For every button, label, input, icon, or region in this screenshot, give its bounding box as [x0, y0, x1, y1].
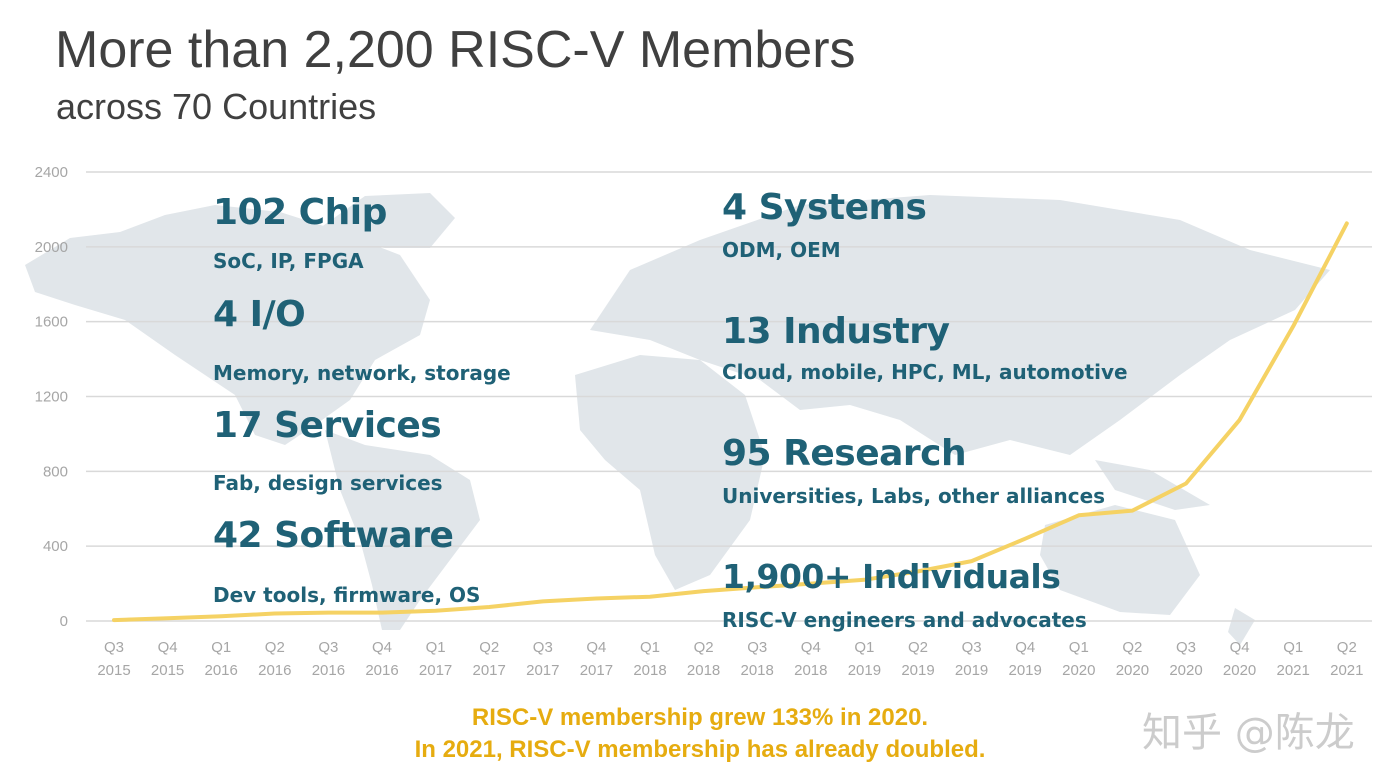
io-count: 4 I/O [213, 294, 306, 335]
x-tick-label: Q4 2019 [1009, 639, 1042, 679]
software-count: 42 Software [213, 515, 454, 556]
x-tick-label: Q2 2020 [1116, 639, 1149, 679]
services-description: Fab, design services [213, 471, 443, 495]
x-tick-label: Q1 2019 [848, 639, 881, 679]
x-tick-label: Q4 2015 [151, 639, 184, 679]
x-tick-label: Q1 2016 [205, 639, 238, 679]
y-tick-label: 0 [60, 613, 68, 630]
x-tick-label: Q4 2017 [580, 639, 613, 679]
research-count: 95 Research [722, 433, 967, 474]
industry-count: 13 Industry [722, 311, 950, 352]
x-tick-label: Q2 2017 [473, 639, 506, 679]
x-tick-label: Q3 2020 [1169, 639, 1202, 679]
x-tick-label: Q2 2019 [901, 639, 934, 679]
x-tick-label: Q1 2021 [1277, 639, 1310, 679]
individuals-description: RISC-V engineers and advocates [722, 608, 1087, 632]
membership-line [112, 221, 1349, 623]
x-axis-ticks: Q3 2015 Q4 2015 Q1 2016 Q2 2016 Q3 2016 Q4 2016 Q1 20… [97, 639, 1363, 679]
x-tick-label: Q4 2016 [365, 639, 398, 679]
y-tick-label: 800 [43, 463, 68, 480]
slide-title: More than 2,200 RISC-V Members [55, 21, 856, 79]
io-description: Memory, network, storage [213, 361, 511, 385]
slide-subtitle: across 70 Countries [56, 86, 377, 127]
x-tick-label: Q3 2018 [741, 639, 774, 679]
x-tick-label: Q3 2016 [312, 639, 345, 679]
y-tick-label: 400 [43, 538, 68, 555]
footer-growth-2020: RISC-V membership grew 133% in 2020. [471, 704, 929, 731]
x-tick-label: Q4 2018 [794, 639, 827, 679]
x-tick-label: Q2 2018 [687, 639, 720, 679]
x-tick-label: Q1 2018 [633, 639, 666, 679]
software-description: Dev tools, firmware, OS [213, 583, 481, 607]
x-tick-label: Q1 2020 [1062, 639, 1095, 679]
chip-description: SoC, IP, FPGA [213, 249, 364, 273]
industry-description: Cloud, mobile, HPC, ML, automotive [722, 360, 1128, 384]
y-grid [86, 171, 1372, 622]
chip-count: 102 Chip [213, 192, 387, 233]
x-tick-label: Q4 2020 [1223, 639, 1256, 679]
x-tick-label: Q2 2016 [258, 639, 291, 679]
x-tick-label: Q3 2015 [97, 639, 130, 679]
x-tick-label: Q3 2019 [955, 639, 988, 679]
y-tick-label: 1600 [35, 314, 68, 331]
x-tick-label: Q3 2017 [526, 639, 559, 679]
x-tick-label: Q2 2021 [1330, 639, 1363, 679]
footer-growth-2021: In 2021, RISC-V membership has already d… [414, 736, 986, 763]
world-map-background [25, 193, 1330, 645]
y-tick-label: 2000 [35, 239, 68, 256]
individuals-count: 1,900+ Individuals [722, 557, 1061, 596]
systems-description: ODM, OEM [722, 238, 841, 262]
membership-series [112, 221, 1349, 623]
y-axis-ticks: 0 400 800 1200 1600 2000 2400 [35, 164, 68, 630]
services-count: 17 Services [213, 405, 442, 446]
x-tick-label: Q1 2017 [419, 639, 452, 679]
y-tick-label: 1200 [35, 389, 68, 406]
y-tick-label: 2400 [35, 164, 68, 181]
systems-count: 4 Systems [722, 187, 927, 228]
watermark: 知乎 @陈龙 [1142, 710, 1355, 756]
research-description: Universities, Labs, other alliances [722, 484, 1106, 508]
